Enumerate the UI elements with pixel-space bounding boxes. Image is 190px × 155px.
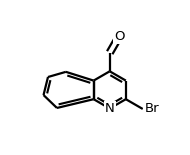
Text: O: O bbox=[114, 30, 124, 43]
Text: N: N bbox=[105, 102, 115, 115]
Text: Br: Br bbox=[144, 102, 159, 115]
